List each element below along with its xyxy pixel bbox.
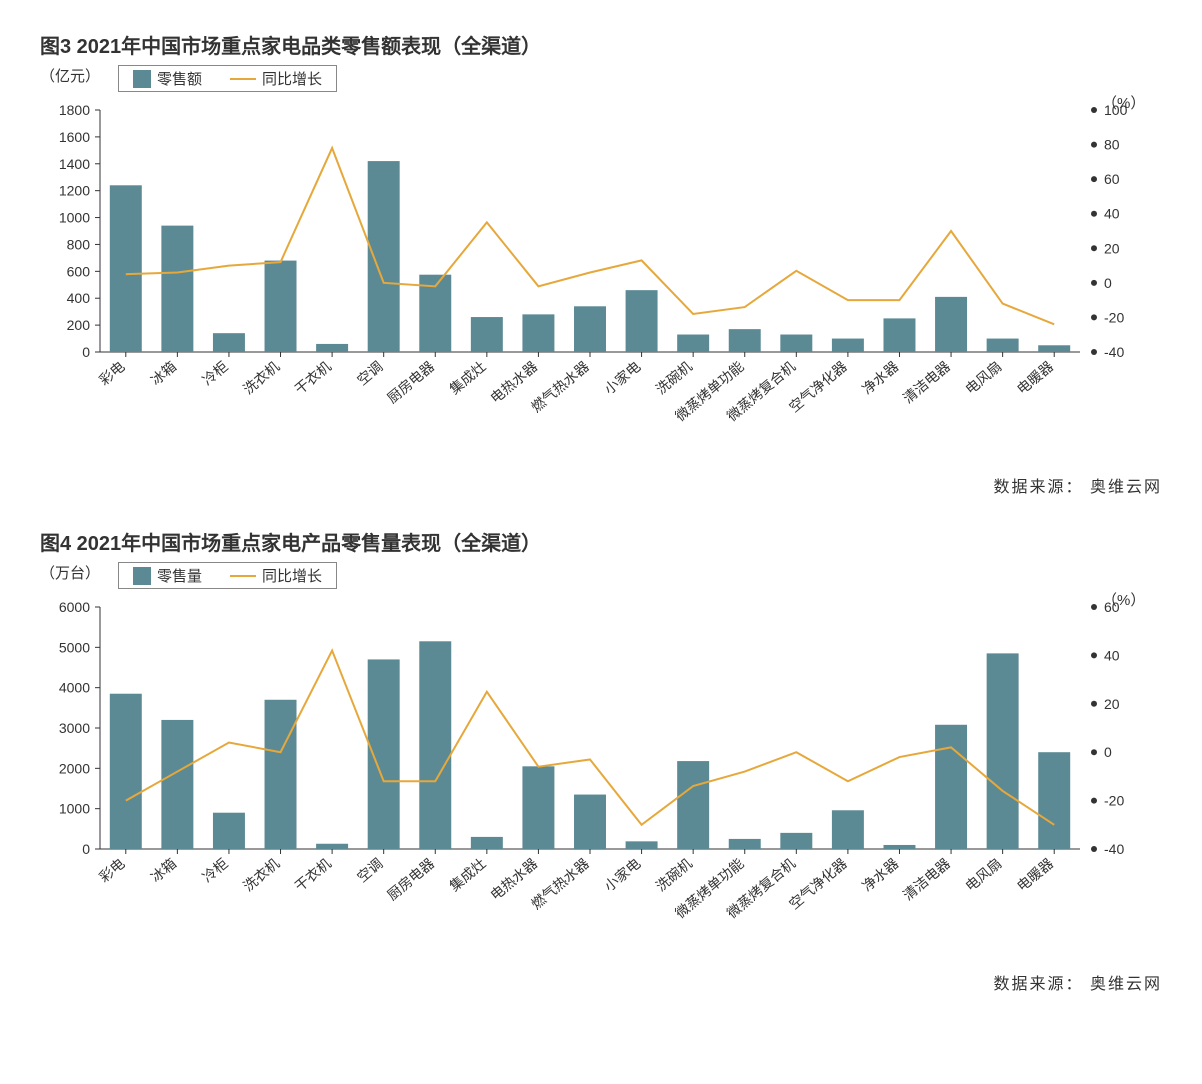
svg-text:-20: -20 xyxy=(1104,793,1124,809)
svg-text:冰箱: 冰箱 xyxy=(148,358,180,388)
svg-text:40: 40 xyxy=(1104,206,1120,222)
svg-text:1400: 1400 xyxy=(59,156,90,172)
line-swatch-icon xyxy=(230,78,256,80)
chart-4-title: 图4 2021年中国市场重点家电产品零售量表现（全渠道） xyxy=(40,527,1162,556)
svg-text:-20: -20 xyxy=(1104,309,1124,325)
svg-text:干衣机: 干衣机 xyxy=(292,855,334,894)
svg-text:厨房电器: 厨房电器 xyxy=(384,855,437,903)
source-value: 奥维云网 xyxy=(1090,976,1162,993)
svg-text:冰箱: 冰箱 xyxy=(148,855,180,885)
svg-text:1200: 1200 xyxy=(59,183,90,199)
svg-text:40: 40 xyxy=(1104,647,1120,663)
source-label: 数据来源： xyxy=(994,479,1084,496)
svg-text:20: 20 xyxy=(1104,696,1120,712)
svg-text:洗衣机: 洗衣机 xyxy=(240,358,282,397)
svg-text:1800: 1800 xyxy=(59,102,90,118)
svg-text:净水器: 净水器 xyxy=(859,358,901,397)
svg-text:60: 60 xyxy=(1104,171,1120,187)
svg-text:6000: 6000 xyxy=(59,599,90,615)
svg-text:800: 800 xyxy=(67,236,91,252)
chart-3-plot: 0 200 400 600 800 1000 1200 1400 1600 1800 -40 -20 0… xyxy=(40,92,1162,467)
svg-text:80: 80 xyxy=(1104,137,1120,153)
chart-4-plot: 0100020003000400050006000-40-200204060（%… xyxy=(40,589,1162,964)
legend-line-item: 同比增长 xyxy=(230,565,322,586)
svg-text:5000: 5000 xyxy=(59,639,90,655)
svg-text:电风扇: 电风扇 xyxy=(962,358,1004,397)
chart-4-block: 图4 2021年中国市场重点家电产品零售量表现（全渠道） （万台） 零售量 同比… xyxy=(40,527,1162,994)
svg-text:1000: 1000 xyxy=(59,801,90,817)
chart-3-legend: 零售额 同比增长 xyxy=(118,65,337,92)
legend-bar-item: 零售额 xyxy=(133,68,202,89)
source-label: 数据来源： xyxy=(994,976,1084,993)
svg-text:空调: 空调 xyxy=(354,855,386,885)
legend-line-item: 同比增长 xyxy=(230,68,322,89)
svg-text:电暖器: 电暖器 xyxy=(1014,358,1056,397)
svg-text:干衣机: 干衣机 xyxy=(292,358,334,397)
svg-text:空调: 空调 xyxy=(354,358,386,388)
svg-text:2000: 2000 xyxy=(59,760,90,776)
svg-text:空气净化器: 空气净化器 xyxy=(786,855,850,912)
bar-swatch-icon xyxy=(133,567,151,585)
svg-text:-40: -40 xyxy=(1104,841,1124,857)
svg-text:彩电: 彩电 xyxy=(96,855,128,885)
svg-text:清洁电器: 清洁电器 xyxy=(900,358,953,406)
svg-text:（%）: （%） xyxy=(1102,95,1140,112)
chart-3-title: 图3 2021年中国市场重点家电品类零售额表现（全渠道） xyxy=(40,30,1162,59)
svg-text:彩电: 彩电 xyxy=(96,358,128,388)
svg-text:-40: -40 xyxy=(1104,344,1124,360)
source-value: 奥维云网 xyxy=(1090,479,1162,496)
svg-text:空气净化器: 空气净化器 xyxy=(786,358,850,415)
chart-4-legend: 零售量 同比增长 xyxy=(118,562,337,589)
svg-text:燃气热水器: 燃气热水器 xyxy=(528,855,592,912)
svg-text:冷柜: 冷柜 xyxy=(199,358,231,388)
svg-text:（%）: （%） xyxy=(1102,592,1140,609)
chart-3-y1-unit: （亿元） xyxy=(40,65,100,86)
svg-text:4000: 4000 xyxy=(59,680,90,696)
legend-bar-label: 零售量 xyxy=(157,565,202,586)
svg-text:洗碗机: 洗碗机 xyxy=(653,358,695,397)
svg-text:小家电: 小家电 xyxy=(601,855,643,894)
chart-3-block: 图3 2021年中国市场重点家电品类零售额表现（全渠道） （亿元） 零售额 同比… xyxy=(40,30,1162,497)
svg-text:集成灶: 集成灶 xyxy=(446,855,488,894)
chart-4-source: 数据来源： 奥维云网 xyxy=(40,970,1162,994)
svg-text:600: 600 xyxy=(67,263,91,279)
svg-text:20: 20 xyxy=(1104,240,1120,256)
svg-text:电风扇: 电风扇 xyxy=(962,855,1004,894)
svg-text:清洁电器: 清洁电器 xyxy=(900,855,953,903)
svg-text:小家电: 小家电 xyxy=(601,358,643,397)
svg-text:净水器: 净水器 xyxy=(859,855,901,894)
svg-text:0: 0 xyxy=(82,841,90,857)
svg-text:400: 400 xyxy=(67,290,91,306)
svg-text:1000: 1000 xyxy=(59,210,90,226)
svg-text:0: 0 xyxy=(1104,275,1112,291)
svg-text:洗碗机: 洗碗机 xyxy=(653,855,695,894)
svg-text:冷柜: 冷柜 xyxy=(199,855,231,885)
svg-text:3000: 3000 xyxy=(59,720,90,736)
svg-text:厨房电器: 厨房电器 xyxy=(384,358,437,406)
svg-text:集成灶: 集成灶 xyxy=(446,358,488,397)
svg-text:0: 0 xyxy=(1104,744,1112,760)
legend-line-label: 同比增长 xyxy=(262,565,322,586)
svg-text:1600: 1600 xyxy=(59,129,90,145)
legend-line-label: 同比增长 xyxy=(262,68,322,89)
legend-bar-label: 零售额 xyxy=(157,68,202,89)
legend-bar-item: 零售量 xyxy=(133,565,202,586)
svg-text:洗衣机: 洗衣机 xyxy=(240,855,282,894)
svg-text:200: 200 xyxy=(67,317,91,333)
chart-4-y1-unit: （万台） xyxy=(40,562,100,583)
svg-text:燃气热水器: 燃气热水器 xyxy=(528,358,592,415)
svg-text:电暖器: 电暖器 xyxy=(1014,855,1056,894)
svg-text:0: 0 xyxy=(82,344,90,360)
line-swatch-icon xyxy=(230,575,256,577)
chart-3-source: 数据来源： 奥维云网 xyxy=(40,473,1162,497)
bar-swatch-icon xyxy=(133,70,151,88)
